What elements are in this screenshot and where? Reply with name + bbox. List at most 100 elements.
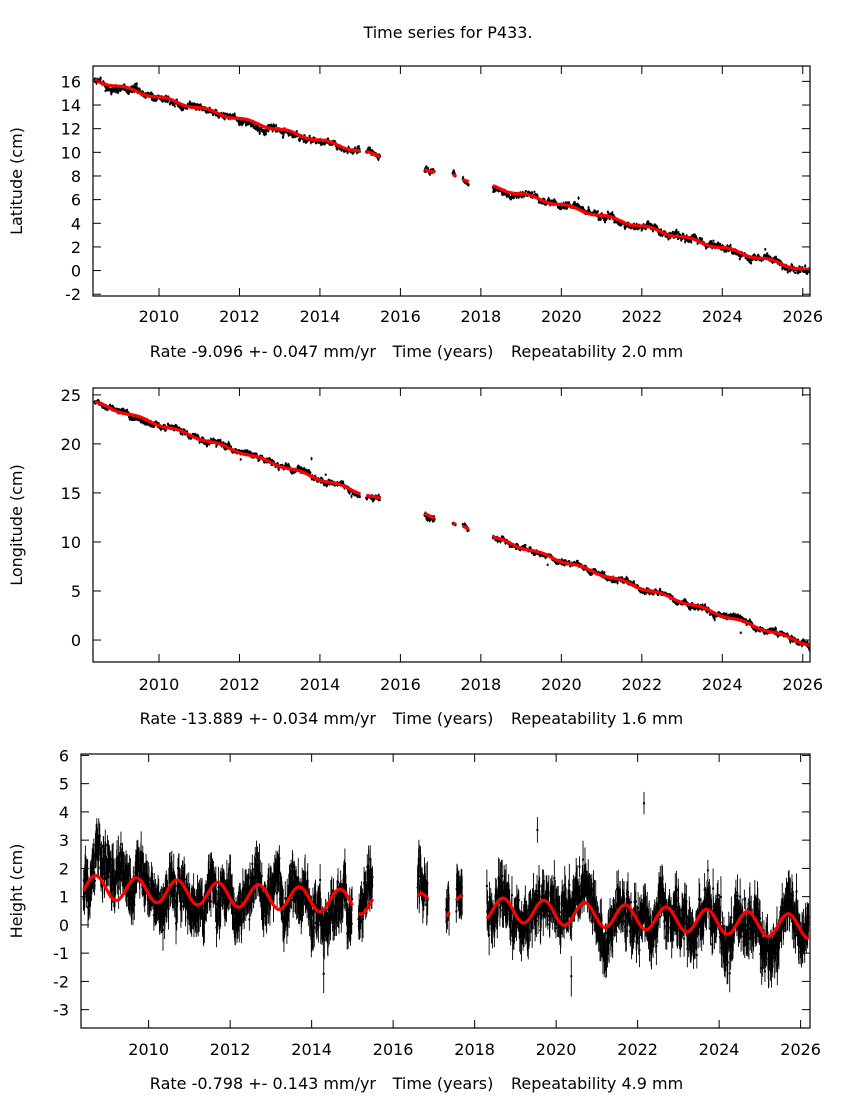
data-point (696, 242, 699, 245)
data-point (196, 433, 199, 436)
data-point (260, 127, 263, 130)
data-point (168, 424, 171, 427)
data-point (674, 230, 677, 233)
data-point (126, 409, 129, 412)
data-point (228, 443, 231, 446)
data-point (649, 223, 652, 226)
data-point (151, 98, 154, 101)
data-point (197, 435, 200, 438)
data-point (166, 422, 169, 425)
data-point (726, 244, 729, 247)
data-point (624, 226, 627, 229)
data-point (111, 89, 114, 92)
data-point (753, 254, 756, 257)
data-point (606, 211, 609, 214)
data-point (311, 140, 314, 143)
data-point (560, 207, 563, 210)
data-point (127, 92, 130, 95)
data-point (453, 171, 456, 174)
data-point (166, 99, 169, 102)
data-point (768, 255, 771, 258)
data-point (596, 210, 599, 213)
data-point (749, 259, 752, 262)
data-point (765, 254, 768, 257)
data-point (806, 272, 809, 275)
data-point (656, 225, 659, 228)
data-point (239, 450, 242, 453)
data-point (520, 196, 523, 199)
data-point (165, 99, 168, 102)
data-point (620, 223, 623, 226)
data-point (710, 240, 713, 243)
data-point (424, 170, 427, 173)
data-point (320, 141, 323, 144)
data-point (188, 101, 191, 104)
data-point (767, 254, 770, 257)
data-point (728, 245, 731, 248)
data-point (370, 149, 373, 152)
data-point (588, 208, 591, 211)
data-point (208, 443, 211, 446)
data-point (675, 231, 678, 234)
model-fit-line (423, 168, 435, 174)
data-point (286, 132, 289, 135)
data-point (659, 228, 662, 231)
data-point (172, 425, 175, 428)
data-point (543, 202, 546, 205)
data-point (308, 134, 311, 137)
data-point (302, 140, 305, 143)
data-point (378, 153, 381, 156)
data-point (254, 452, 257, 455)
data-point (723, 250, 726, 253)
data-point (627, 226, 630, 229)
data-point (104, 89, 107, 92)
data-point (326, 137, 329, 140)
data-point (792, 269, 795, 272)
data-point (138, 88, 141, 91)
data-point (139, 418, 142, 421)
data-point (725, 250, 728, 253)
data-point (776, 258, 779, 261)
data-point (145, 423, 148, 426)
data-point (764, 248, 767, 251)
data-point (716, 244, 719, 247)
data-point (222, 442, 225, 445)
data-point (747, 257, 750, 260)
data-point (198, 108, 201, 111)
data-point (695, 236, 698, 239)
data-point (733, 251, 736, 254)
data-point (605, 217, 608, 220)
data-point (228, 445, 231, 448)
data-point (258, 132, 261, 135)
data-point (541, 202, 544, 205)
data-point (524, 190, 527, 193)
data-point (205, 445, 208, 448)
data-point (180, 106, 183, 109)
data-point (675, 229, 678, 232)
data-point (630, 225, 633, 228)
data-point (255, 452, 258, 455)
data-point (543, 198, 546, 201)
data-point (799, 270, 802, 273)
data-point (238, 123, 241, 126)
data-point (713, 244, 716, 247)
chart-panel-1: 2010 2012 2014 2016 2018 2020 2022 2024 2026 -2 0 2… (7, 65, 823, 361)
data-point (617, 222, 620, 225)
data-point (149, 424, 152, 427)
data-point (357, 145, 360, 148)
data-point (107, 86, 110, 89)
data-point (347, 146, 350, 149)
data-point (642, 226, 645, 229)
plot-area (93, 398, 810, 652)
data-point (640, 229, 643, 232)
data-point (207, 110, 210, 113)
data-point (212, 437, 215, 440)
y-tick-label: 14 (61, 96, 81, 115)
data-point (603, 221, 606, 224)
data-point (797, 271, 800, 274)
model-fit-line (94, 78, 361, 153)
data-point (122, 87, 125, 90)
data-point (623, 227, 626, 230)
data-point (647, 221, 650, 224)
data-point (377, 158, 380, 161)
